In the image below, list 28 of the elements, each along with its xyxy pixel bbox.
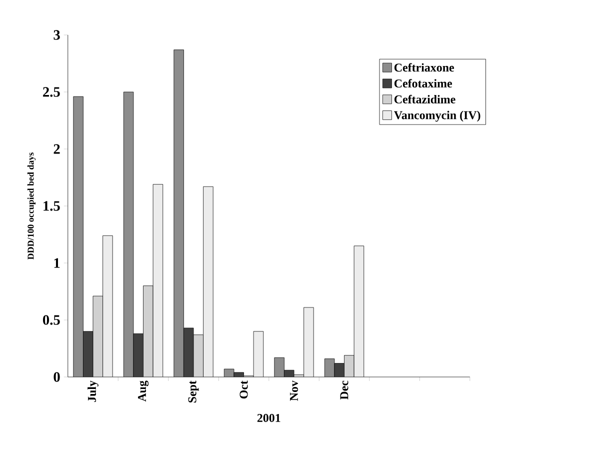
y-tick-label: 2 [54,144,60,154]
bar [354,246,364,377]
bar [153,184,163,377]
x-tick-label: July [88,380,98,402]
legend-label: Ceftazidime [394,94,456,104]
x-tick-label: Nov [290,380,298,401]
y-tick-label: 1 [54,258,60,268]
legend-label: Ceftriaxone [394,63,454,72]
bar [304,307,314,377]
y-tick-label: 0 [54,372,60,382]
bar [254,331,264,377]
legend-label: Vancomycin (IV) [394,110,480,122]
bar [203,186,214,377]
bar [102,236,113,377]
x-tick-label: Aug [138,380,149,402]
x-axis-title: 2001 [257,414,280,422]
legend-label: Cefotaxime [394,79,452,88]
bar [93,296,103,377]
y-tick-label: 1.5 [44,201,60,211]
bar [143,286,154,377]
y-tick-label: 2.5 [43,87,60,97]
x-tick-label: Sept [188,380,199,402]
y-tick-label: 3 [54,30,60,40]
x-tick-label: Oct [240,380,248,399]
bar [194,334,204,377]
x-tick-label: Dec [340,380,348,400]
y-axis-title: DDD/100 occupied bed days [27,152,36,260]
y-tick-label: 0.5 [42,315,60,325]
